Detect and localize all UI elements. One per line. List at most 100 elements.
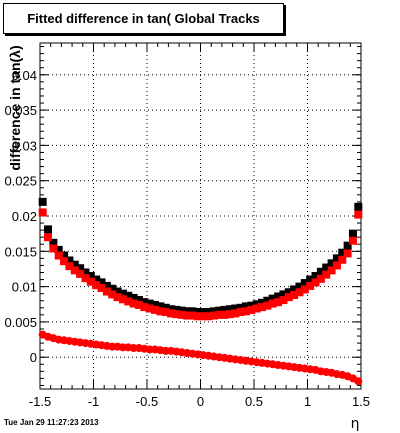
data-point bbox=[54, 245, 63, 254]
data-point bbox=[188, 307, 197, 316]
data-point bbox=[199, 312, 208, 321]
x-tick-label: 0 bbox=[197, 394, 204, 409]
data-point bbox=[161, 308, 170, 317]
data-point bbox=[183, 311, 192, 320]
data-point bbox=[236, 308, 245, 317]
x-axis-title: η bbox=[351, 416, 360, 432]
data-point bbox=[193, 308, 202, 317]
chart-title: Fitted difference in tan( Global Tracks bbox=[27, 11, 260, 26]
y-tick-label: 0.03 bbox=[12, 138, 37, 153]
data-point bbox=[140, 298, 149, 307]
data-point bbox=[81, 274, 90, 283]
data-point bbox=[348, 236, 357, 245]
data-point bbox=[279, 296, 288, 305]
data-point bbox=[332, 261, 341, 270]
data-point bbox=[86, 277, 95, 286]
data-point bbox=[295, 288, 304, 297]
data-point bbox=[204, 312, 213, 321]
data-point bbox=[252, 304, 261, 313]
data-point bbox=[161, 303, 170, 312]
y-tick-label: 0 bbox=[30, 350, 37, 365]
data-point bbox=[300, 279, 309, 288]
data-point bbox=[225, 310, 234, 319]
axis-ticks bbox=[39, 43, 362, 389]
grid-lines bbox=[40, 43, 361, 389]
data-point bbox=[172, 305, 181, 314]
data-point bbox=[172, 310, 181, 319]
y-tick-label: 0.005 bbox=[4, 315, 37, 330]
x-tick-label: -1 bbox=[88, 394, 100, 409]
y-axis-title: difference in tan(λ) bbox=[7, 45, 23, 170]
data-point bbox=[183, 307, 192, 316]
data-point bbox=[290, 291, 299, 300]
data-point bbox=[199, 308, 208, 317]
data-point bbox=[70, 260, 79, 269]
data-point bbox=[338, 248, 347, 257]
x-tick-label: -1.5 bbox=[29, 394, 51, 409]
data-point bbox=[295, 282, 304, 291]
data-point bbox=[113, 293, 122, 302]
data-point bbox=[44, 233, 53, 242]
series-1 bbox=[38, 197, 363, 317]
data-point bbox=[268, 294, 277, 303]
data-point bbox=[145, 304, 154, 313]
data-point bbox=[290, 285, 299, 294]
data-point bbox=[209, 311, 218, 320]
data-point bbox=[252, 300, 261, 309]
data-point bbox=[134, 296, 143, 305]
data-point bbox=[167, 305, 176, 314]
data-point bbox=[316, 267, 325, 276]
data-point bbox=[311, 272, 320, 281]
title-box: Fitted difference in tan( Global Tracks bbox=[3, 3, 284, 34]
data-point bbox=[167, 309, 176, 318]
data-point bbox=[151, 300, 160, 309]
data-point bbox=[236, 303, 245, 312]
data-series bbox=[38, 197, 363, 386]
data-point bbox=[354, 377, 363, 386]
data-point bbox=[129, 299, 138, 308]
data-point bbox=[118, 289, 127, 298]
axis-tick-labels: -1.5 -1 -0.5 0 0.5 1 1.5 0 0.005 0.01 0.015 0.02 0.0… bbox=[4, 68, 370, 409]
data-point bbox=[247, 301, 256, 310]
y-tick-label: 0.01 bbox=[12, 280, 37, 295]
data-point bbox=[97, 284, 106, 293]
data-point bbox=[140, 303, 149, 312]
data-point bbox=[215, 306, 224, 315]
data-point bbox=[177, 310, 186, 319]
data-point bbox=[156, 307, 165, 316]
data-point bbox=[81, 268, 90, 277]
data-point bbox=[108, 284, 117, 293]
data-point bbox=[124, 291, 133, 300]
data-point bbox=[220, 310, 229, 319]
data-point bbox=[354, 202, 363, 211]
data-point bbox=[177, 306, 186, 315]
data-point bbox=[241, 302, 250, 311]
data-point bbox=[306, 281, 315, 290]
data-point bbox=[215, 310, 224, 319]
data-point bbox=[258, 303, 267, 312]
data-point bbox=[279, 290, 288, 299]
data-point bbox=[327, 259, 336, 268]
data-point bbox=[134, 300, 143, 309]
data-point bbox=[316, 274, 325, 283]
data-point bbox=[204, 308, 213, 317]
x-tick-label: -0.5 bbox=[136, 394, 158, 409]
data-point bbox=[70, 266, 79, 275]
x-tick-label: 0.5 bbox=[245, 394, 263, 409]
data-point bbox=[60, 257, 69, 266]
data-point bbox=[263, 301, 272, 310]
data-point bbox=[348, 229, 357, 238]
data-point bbox=[102, 281, 111, 290]
data-point bbox=[268, 299, 277, 308]
data-point bbox=[247, 305, 256, 314]
data-point bbox=[86, 272, 95, 281]
data-point bbox=[97, 278, 106, 287]
data-point bbox=[231, 304, 240, 313]
data-point bbox=[327, 266, 336, 275]
data-point bbox=[338, 255, 347, 264]
data-point bbox=[49, 244, 58, 253]
data-point bbox=[322, 263, 331, 272]
data-point bbox=[145, 299, 154, 308]
data-point bbox=[354, 210, 363, 219]
data-point bbox=[118, 295, 127, 304]
